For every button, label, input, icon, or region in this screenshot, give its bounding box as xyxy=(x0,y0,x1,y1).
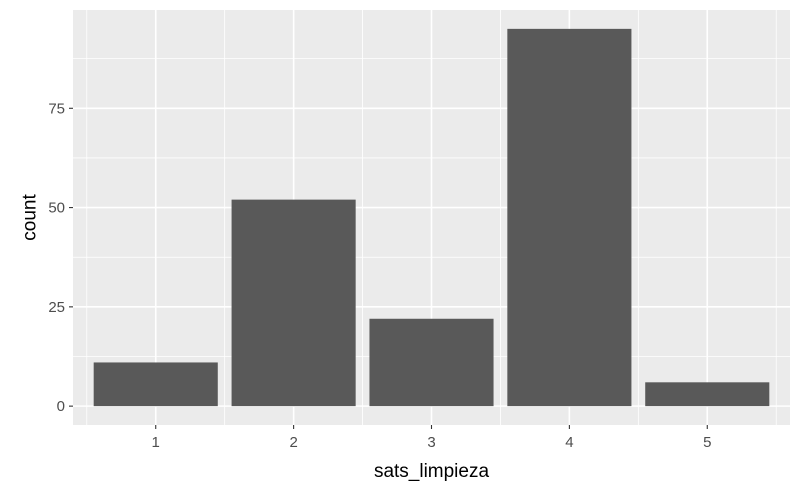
y-tick-label: 25 xyxy=(48,299,65,316)
bar-3 xyxy=(369,318,494,407)
bar-4 xyxy=(507,28,632,407)
x-tick-label: 3 xyxy=(427,434,435,451)
bar-2 xyxy=(231,199,356,407)
x-tick-label: 2 xyxy=(289,434,297,451)
x-axis: 1 2 3 4 5 xyxy=(152,425,711,451)
bar-5 xyxy=(645,382,770,407)
x-tick-label: 5 xyxy=(703,434,711,451)
y-tick-label: 50 xyxy=(48,200,65,217)
y-axis: 0 25 50 75 xyxy=(48,100,73,415)
x-tick-label: 1 xyxy=(152,434,160,451)
x-axis-title: sats_limpieza xyxy=(374,461,490,482)
y-tick-label: 0 xyxy=(57,398,65,415)
bars xyxy=(93,28,770,407)
x-tick-label: 4 xyxy=(565,434,573,451)
y-axis-title: count xyxy=(20,194,41,241)
y-tick-label: 75 xyxy=(48,100,65,117)
bar-1 xyxy=(93,362,218,407)
